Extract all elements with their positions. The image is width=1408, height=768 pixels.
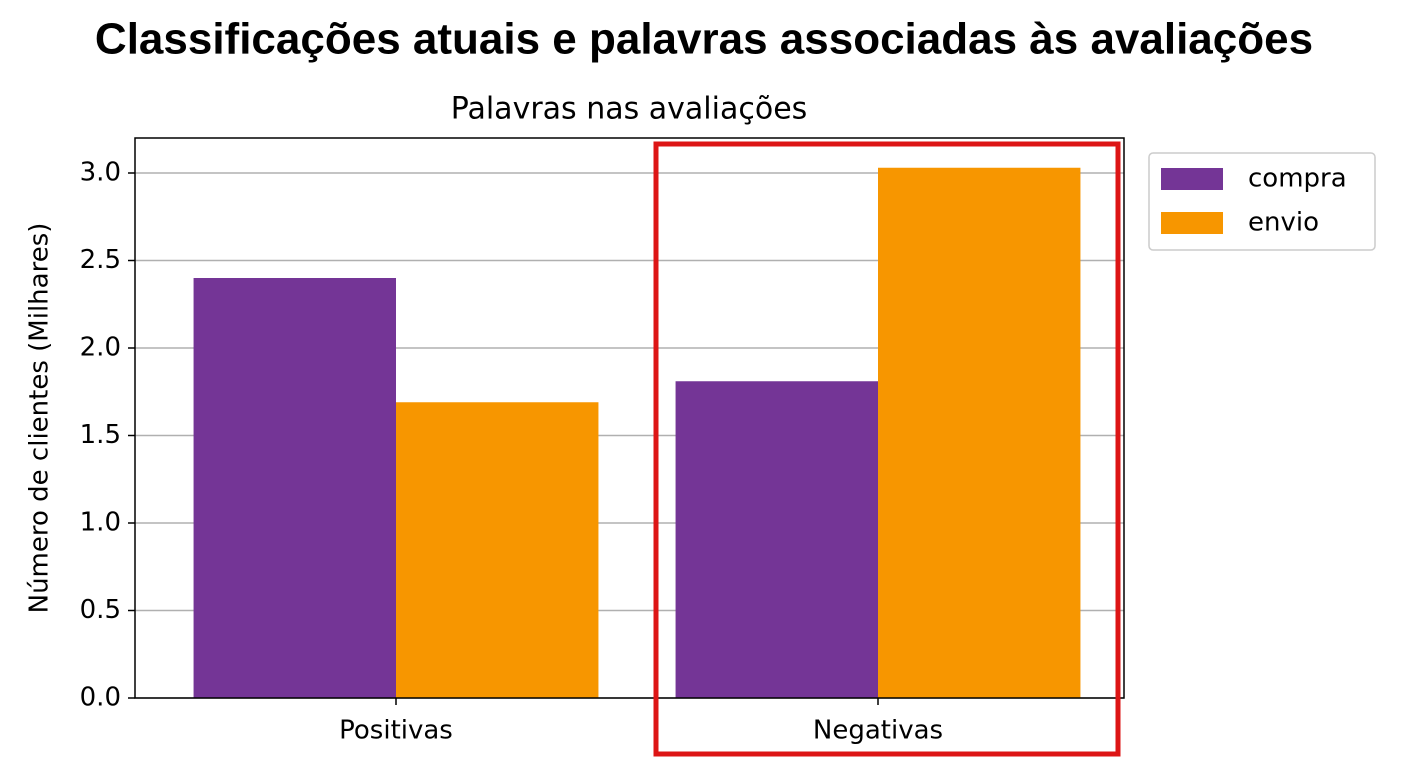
x-tick-label: Positivas [339, 716, 453, 746]
bar [193, 278, 396, 698]
bars [193, 167, 1081, 698]
y-tick-label: 2.5 [80, 245, 121, 275]
y-tick-label: 1.5 [80, 420, 121, 450]
chart-title: Classificações atuais e palavras associa… [95, 15, 1313, 64]
y-tick-label: 1.0 [80, 508, 121, 538]
legend-label: compra [1248, 164, 1347, 194]
bar [878, 167, 1081, 698]
y-tick-label: 0.5 [80, 595, 121, 625]
y-tick-label: 3.0 [80, 158, 121, 188]
legend-swatch [1161, 168, 1223, 190]
y-tick-label: 2.0 [80, 333, 121, 363]
bar [675, 381, 878, 698]
legend-label: envio [1248, 208, 1319, 238]
plot-frame [134, 137, 1125, 699]
x-tick-label: Negativas [813, 716, 943, 746]
bar [396, 402, 599, 698]
y-tick-label: 0.0 [80, 683, 121, 713]
chart-subtitle: Palavras nas avaliações [451, 92, 808, 127]
legend-swatch [1161, 212, 1223, 234]
highlight-box [653, 141, 1121, 757]
y-axis-label: Número de clientes (Milhares) [25, 223, 55, 614]
